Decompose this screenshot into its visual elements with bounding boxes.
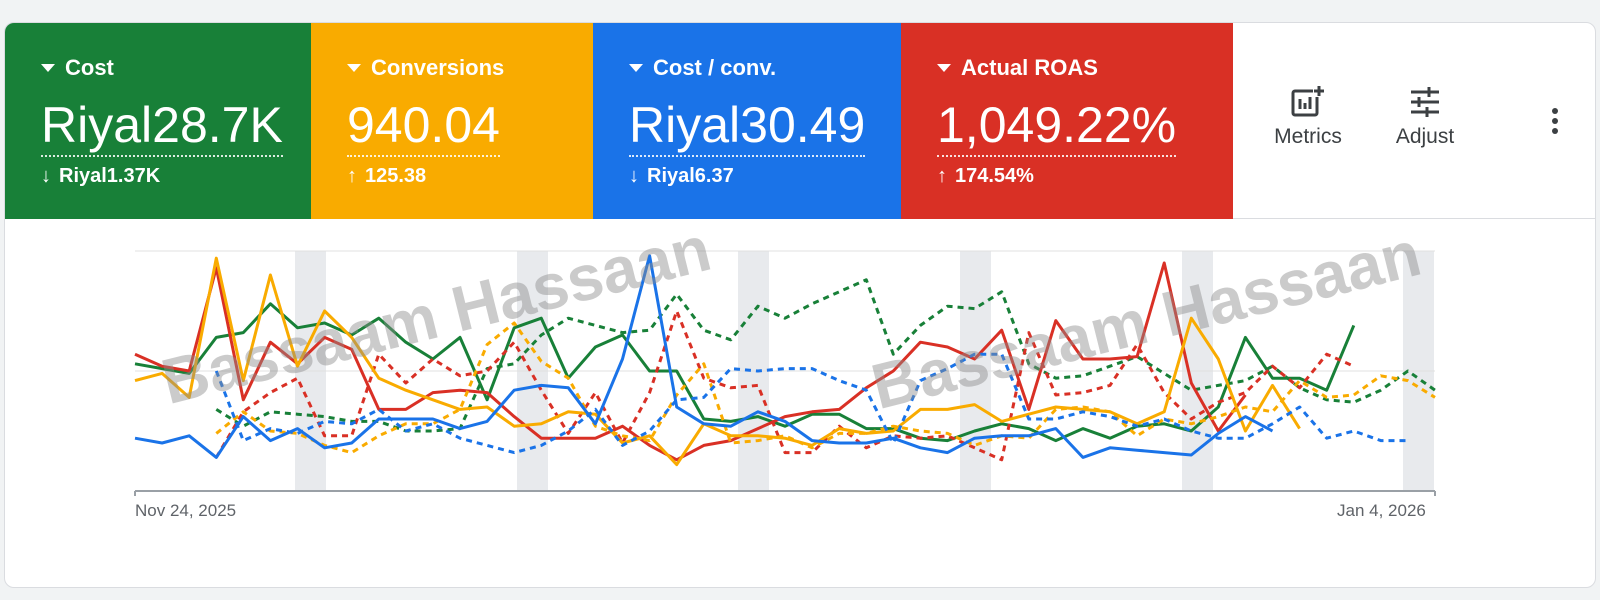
scorecard-label[interactable]: Cost / conv.	[629, 55, 776, 81]
scorecard-delta: ↑ 125.38	[347, 165, 426, 188]
sliders-icon	[1411, 87, 1439, 117]
chart-toolbar: Metrics Adjust	[1233, 23, 1595, 219]
series-line-3	[215, 309, 1355, 462]
series-line-2	[134, 261, 1247, 462]
dropdown-triangle-icon	[629, 64, 643, 72]
scorecard-label[interactable]: Actual ROAS	[937, 55, 1098, 81]
chart-svg	[134, 250, 1436, 496]
x-axis-start-label: Nov 24, 2025	[135, 501, 237, 520]
scorecard-label-text: Cost	[65, 55, 114, 80]
scorecard-delta-text: 174.54%	[955, 165, 1034, 187]
performance-card: Cost Riyal28.7K ↓ Riyal1.37K Conversions…	[4, 22, 1596, 588]
metrics-label: Metrics	[1274, 125, 1342, 148]
scorecard-actual-roas[interactable]: Actual ROAS 1,049.22% ↑ 174.54%	[901, 23, 1233, 219]
arrow-down-icon: ↓	[41, 165, 51, 187]
scorecard-value: 940.04	[347, 97, 500, 157]
chart-add-icon	[1291, 85, 1325, 117]
dropdown-triangle-icon	[937, 64, 951, 72]
arrow-up-icon: ↑	[937, 165, 947, 187]
arrow-down-icon: ↓	[629, 165, 639, 187]
scorecard-label[interactable]: Cost	[41, 55, 114, 81]
scorecard-conversions[interactable]: Conversions 940.04 ↑ 125.38	[311, 23, 593, 219]
scorecard-cost-per-conv[interactable]: Cost / conv. Riyal30.49 ↓ Riyal6.37	[593, 23, 901, 219]
arrow-up-icon: ↑	[347, 165, 357, 187]
scorecard-delta-text: Riyal6.37	[647, 165, 734, 187]
scorecard-row: Cost Riyal28.7K ↓ Riyal1.37K Conversions…	[5, 23, 1595, 219]
series-line-1	[215, 278, 1436, 433]
scorecard-delta: ↓ Riyal1.37K	[41, 165, 160, 188]
scorecard-delta-text: Riyal1.37K	[59, 165, 161, 187]
series-line-6	[134, 254, 1274, 459]
scorecard-cost[interactable]: Cost Riyal28.7K ↓ Riyal1.37K	[5, 23, 311, 219]
adjust-label: Adjust	[1395, 125, 1455, 148]
scorecard-delta: ↓ Riyal6.37	[629, 165, 734, 188]
scorecard-label-text: Conversions	[371, 55, 505, 80]
scorecard-value: Riyal30.49	[629, 97, 866, 157]
dropdown-triangle-icon	[347, 64, 361, 72]
scorecard-label[interactable]: Conversions	[347, 55, 504, 81]
scorecard-value: Riyal28.7K	[41, 97, 283, 157]
series-line-5	[215, 321, 1436, 455]
adjust-button[interactable]: Adjust	[1370, 85, 1480, 149]
scorecard-delta-text: 125.38	[365, 165, 427, 187]
scorecard-label-text: Actual ROAS	[961, 55, 1098, 80]
series-line-7	[214, 352, 1408, 455]
scorecard-label-text: Cost / conv.	[653, 55, 777, 80]
scorecard-value: 1,049.22%	[937, 97, 1177, 157]
line-chart: Nov 24, 2025 Jan 4, 2026	[5, 219, 1595, 587]
metrics-button[interactable]: Metrics	[1253, 85, 1363, 149]
x-axis-end-label: Jan 4, 2026	[1337, 501, 1426, 520]
dropdown-triangle-icon	[41, 64, 55, 72]
more-vert-icon[interactable]	[1543, 105, 1567, 139]
scorecard-delta: ↑ 174.54%	[937, 165, 1034, 188]
